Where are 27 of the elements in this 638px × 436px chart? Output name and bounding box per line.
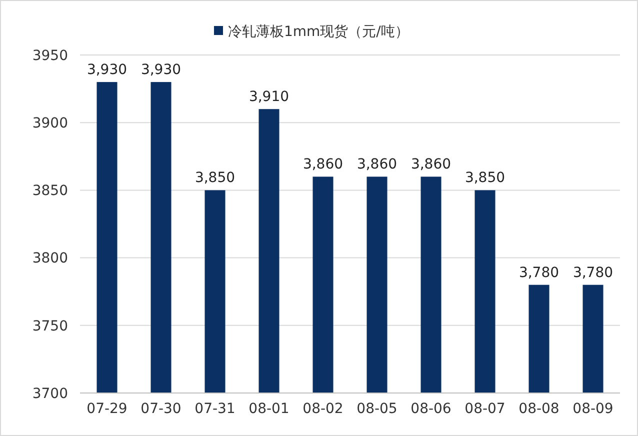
x-tick-label: 08-02 (302, 401, 344, 417)
data-label: 3,860 (410, 156, 452, 173)
data-label: 3,860 (302, 156, 344, 173)
data-label: 3,780 (518, 264, 560, 281)
x-tick-label: 08-01 (248, 401, 290, 417)
data-label: 3,860 (356, 156, 398, 173)
data-label: 3,930 (86, 62, 128, 78)
y-tick-label: 3700 (32, 386, 68, 402)
legend-label: 冷轧薄板1mm现货（元/吨） (228, 24, 409, 40)
y-tick-label: 3800 (32, 250, 68, 267)
data-label: 3,850 (464, 170, 506, 186)
x-tick-label: 08-07 (464, 401, 506, 417)
y-tick-label: 3950 (32, 48, 68, 64)
x-tick-label: 08-06 (410, 401, 452, 417)
x-tick-label: 07-31 (194, 401, 236, 417)
y-tick-label: 3750 (32, 318, 68, 334)
x-tick-label: 08-08 (518, 401, 560, 417)
data-label: 3,910 (248, 89, 290, 106)
data-label: 3,930 (140, 62, 182, 78)
x-tick-label: 07-30 (140, 401, 182, 417)
x-tick-label: 08-09 (572, 401, 614, 417)
data-label: 3,780 (572, 264, 614, 281)
x-tick-label: 07-29 (86, 401, 128, 417)
data-label: 3,850 (194, 170, 236, 186)
y-tick-label: 3900 (32, 116, 68, 132)
x-tick-label: 08-05 (356, 401, 398, 417)
y-tick-label: 3850 (32, 183, 68, 200)
